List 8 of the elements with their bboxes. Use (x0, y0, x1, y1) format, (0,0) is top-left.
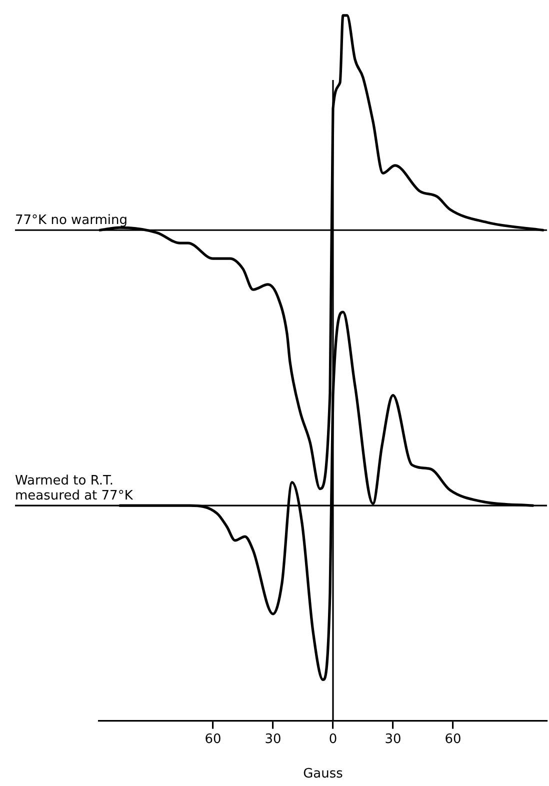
x-tick-label: 60 (204, 732, 222, 747)
x-axis-title: Gauss (303, 766, 344, 782)
x-tick-label: 30 (264, 732, 282, 747)
series-label: Warmed to R.T. measured at 77°K (15, 474, 134, 504)
x-tick-label: 30 (384, 732, 402, 747)
series-label: 77°K no warming (15, 213, 128, 228)
x-tick-label: 60 (444, 732, 462, 747)
x-tick-label: 0 (328, 732, 338, 747)
